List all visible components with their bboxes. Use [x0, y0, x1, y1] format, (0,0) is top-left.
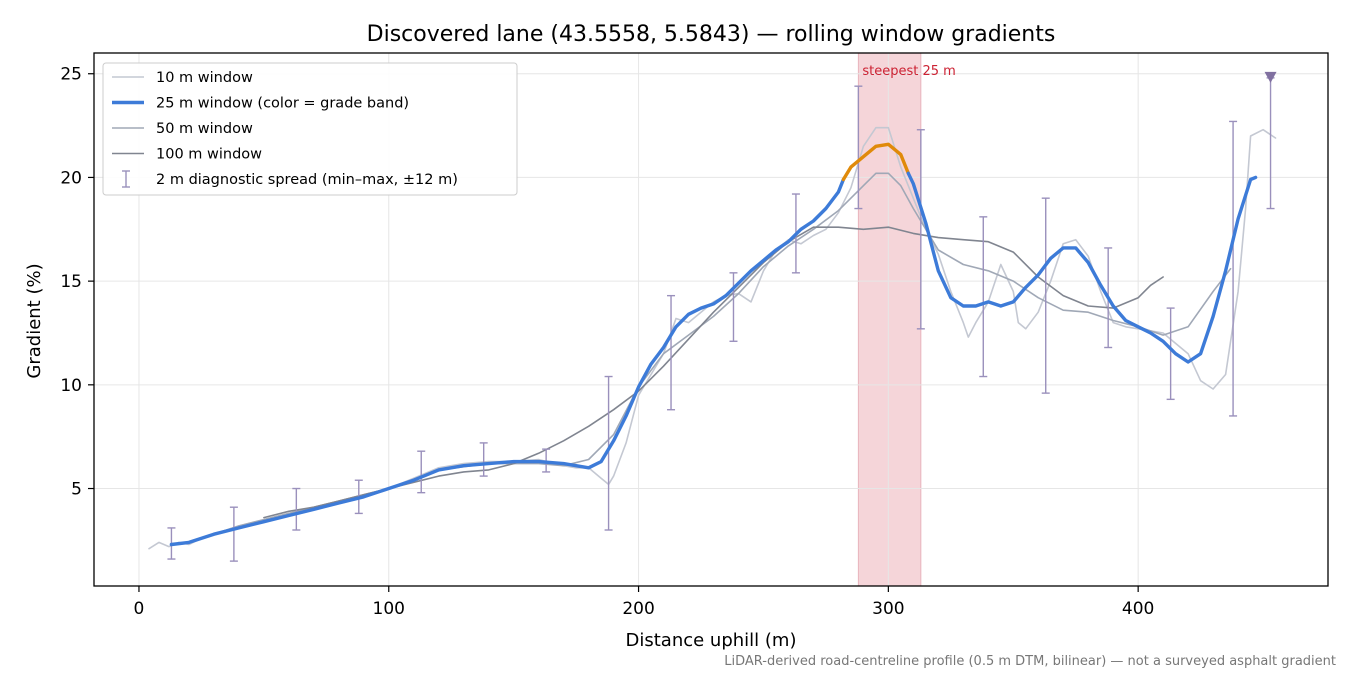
legend-entry: 10 m window: [112, 70, 253, 86]
y-tick-label: 5: [71, 480, 82, 500]
errorbar: [229, 506, 238, 562]
errorbar: [604, 375, 613, 531]
legend-label: 2 m diagnostic spread (min–max, ±12 m): [156, 172, 458, 188]
legend-label: 25 m window (color = grade band): [156, 96, 409, 112]
legend-label: 10 m window: [156, 70, 253, 86]
y-tick-label: 15: [60, 272, 82, 292]
x-tick-label: 0: [134, 599, 145, 619]
errorbar: [854, 85, 863, 210]
errorbar: [979, 216, 988, 378]
legend-label: 50 m window: [156, 121, 253, 137]
steepest-annotation: steepest 25 m: [862, 64, 955, 79]
series-line-25m-steep: [841, 142, 910, 182]
y-axis-label: Gradient (%): [24, 263, 45, 378]
errorbar: [292, 487, 301, 531]
summit-marker: [1264, 71, 1277, 83]
plot-frame: [93, 52, 1329, 587]
y-tick-label: 25: [60, 65, 82, 85]
x-tick-label: 100: [373, 599, 405, 619]
errorbar: [479, 442, 488, 477]
errorbar: [1229, 120, 1238, 417]
x-axis-label: Distance uphill (m): [626, 630, 797, 651]
series-line-100m: [263, 226, 1164, 519]
errorbar: [916, 129, 925, 330]
footnote: LiDAR-derived road-centreline profile (0…: [724, 654, 1336, 669]
series-line-25m: [906, 171, 1258, 364]
errorbar: [1266, 77, 1275, 210]
legend-label: 100 m window: [156, 147, 262, 163]
x-tick-label: 300: [872, 599, 904, 619]
chart-title: Discovered lane (43.5558, 5.5843) — roll…: [367, 22, 1056, 47]
legend: 10 m window 25 m window (color = grade ba…: [102, 62, 518, 196]
legend-entry: 100 m window: [112, 147, 262, 163]
errorbar: [729, 272, 738, 342]
legend-entry: 25 m window (color = grade band): [112, 96, 409, 112]
legend-entry: 50 m window: [112, 121, 253, 137]
errorbar: [1166, 307, 1175, 401]
errorbar: [667, 294, 676, 411]
errorbar: [417, 450, 426, 494]
series-line-25m: [169, 177, 846, 547]
series-line-50m: [200, 172, 1232, 540]
legend-entry: 2 m diagnostic spread (min–max, ±12 m): [122, 170, 458, 188]
y-tick-label: 20: [60, 168, 82, 188]
legend-box: [102, 62, 518, 196]
x-tick-label: 400: [1122, 599, 1154, 619]
errorbar: [1041, 197, 1050, 394]
steepest-band: [857, 52, 922, 587]
y-tick-label: 10: [60, 376, 82, 396]
x-tick-label: 200: [622, 599, 654, 619]
